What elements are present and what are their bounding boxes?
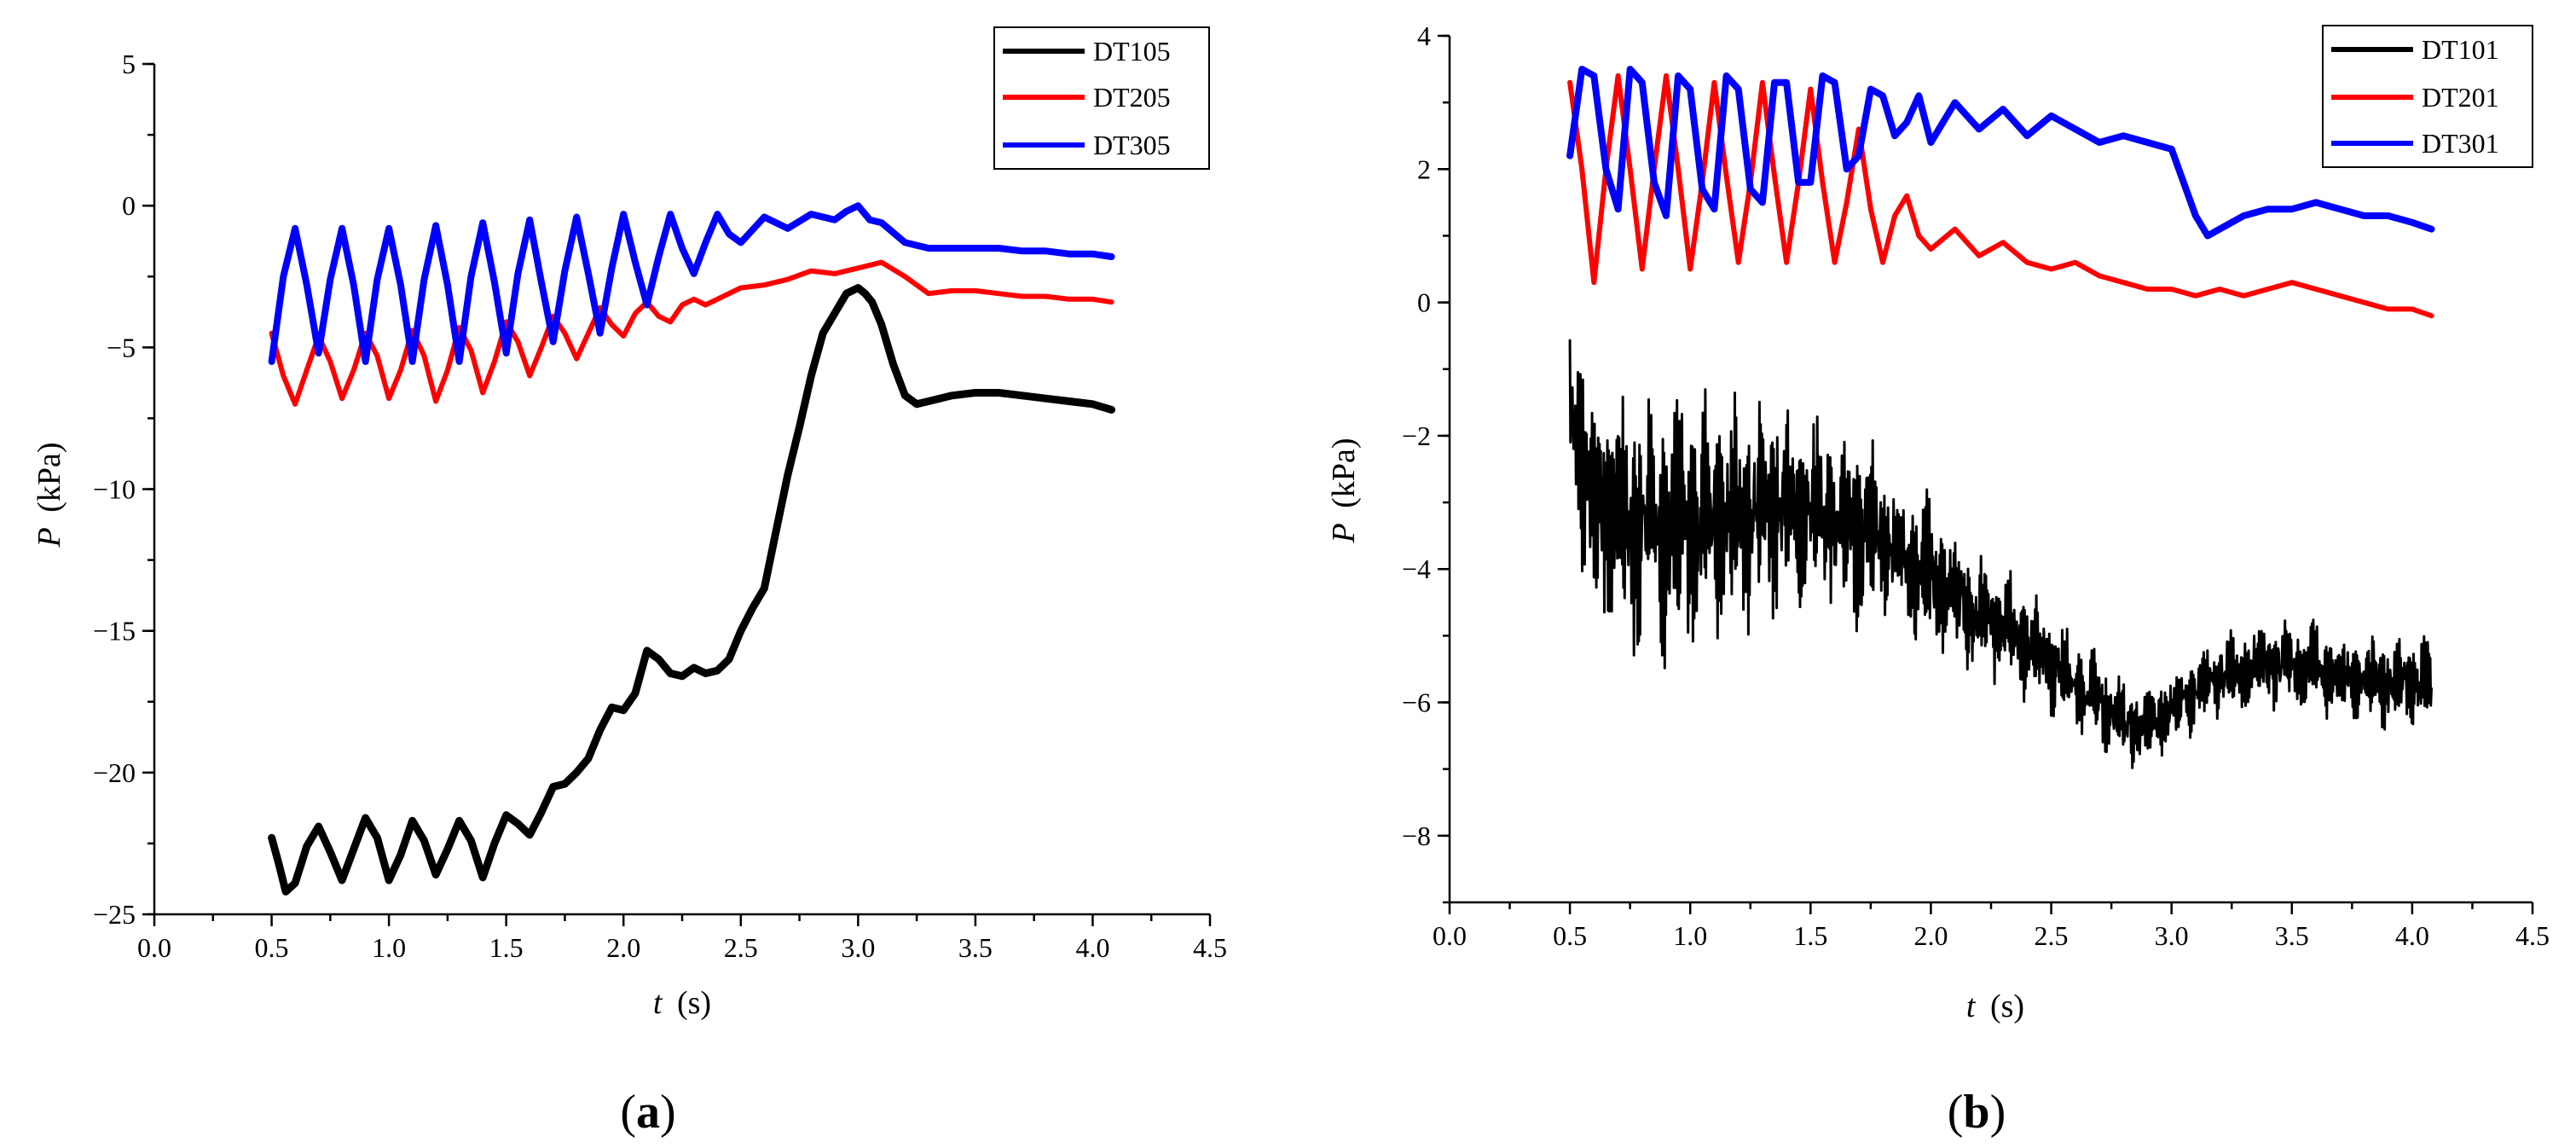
panel-a-y-tick-label: 5: [122, 49, 136, 79]
panel-a-y-tick-label: −15: [93, 616, 136, 646]
panel-b-y-tick-label: 2: [1417, 154, 1431, 184]
panel-b-legend-label-2: DT301: [2422, 128, 2499, 159]
panel-b-y-title: P (kPa): [1326, 438, 1362, 543]
panel-a-y-tick-label: −10: [93, 474, 136, 505]
panel-a-legend-label-1: DT205: [1093, 82, 1171, 113]
panel-a-x-tick-label: 3.5: [958, 932, 993, 963]
svg-text:t (s): t (s): [1966, 989, 2024, 1024]
panel-b-x-tick-label: 3.0: [2155, 920, 2189, 951]
panel-a-ylabel-unit: (kPa): [32, 442, 67, 512]
panel-a-x-tick-label: 2.0: [606, 932, 640, 963]
panel-a-xlabel-unit: (s): [677, 985, 711, 1021]
panel-a-x-tick-label: 1.0: [372, 932, 406, 963]
panel-a-legend: DT105 DT205 DT305: [993, 26, 1210, 170]
panel-a-y-tick-label: 0: [122, 190, 136, 221]
panel-a-legend-label-2: DT305: [1093, 130, 1171, 160]
panel-a-x-tick-label: 0.5: [255, 932, 289, 963]
panel-a-label: (a): [620, 1086, 675, 1139]
chart-panel-a: 0.0 0.5 1.0 1.5 2.0 2.5 3.0 3.5 4.0 4.5 5 0 −5 −10 −15…: [32, 26, 1227, 1139]
panel-a-ticks: 0.0 0.5 1.0 1.5 2.0 2.5 3.0 3.5 4.0 4.5 5 0 −5 −10 −15…: [93, 49, 1227, 963]
panel-b-x-tick-label: 2.0: [1913, 920, 1948, 951]
panel-b-ylabel: P: [1326, 523, 1362, 543]
panel-b-y-tick-label: 0: [1417, 287, 1431, 318]
panel-b-ylabel-unit: (kPa): [1326, 438, 1362, 507]
panel-b-x-tick-label: 4.5: [2515, 920, 2550, 951]
panel-b-y-tick-label: −4: [1402, 554, 1431, 584]
panel-a-y-tick-label: −25: [93, 899, 136, 930]
chart-panel-b: 0.0 0.5 1.0 1.5 2.0 2.5 3.0 3.5 4.0 4.5 4 2 0 −2 −4 −6 −…: [1326, 20, 2550, 1139]
panel-a-y-tick-label: −20: [93, 757, 136, 788]
panel-a-x-tick-label: 3.0: [841, 932, 875, 963]
panel-b-y-tick-label: −6: [1402, 687, 1431, 718]
svg-text:P (kPa): P (kPa): [32, 442, 67, 548]
panel-b-legend: DT101 DT201 DT301: [2322, 25, 2533, 168]
panel-a-ylabel: P: [32, 527, 67, 548]
panel-a-series: [268, 202, 1115, 896]
panel-b-ticks: 0.0 0.5 1.0 1.5 2.0 2.5 3.0 3.5 4.0 4.5 4 2 0 −2 −4 −6 −…: [1402, 20, 2550, 951]
panel-b-xlabel-unit: (s): [1990, 989, 2024, 1024]
panel-a-x-title: t (s): [653, 985, 711, 1021]
panel-b-y-tick-label: −8: [1402, 820, 1431, 851]
panel-a-y-tick-label: −5: [107, 332, 136, 362]
panel-b-y-tick-label: −2: [1402, 420, 1431, 451]
panel-a-legend-label-0: DT105: [1093, 36, 1171, 67]
panel-a-series-dt105: [268, 284, 1115, 896]
panel-a-x-tick-label: 0.0: [137, 932, 171, 963]
panel-a-series-dt305: [268, 202, 1115, 365]
panel-b-x-tick-label: 4.0: [2395, 920, 2429, 951]
panel-a-xlabel: t: [653, 985, 663, 1021]
panel-b-x-tick-label: 2.5: [2035, 920, 2069, 951]
panel-a-x-tick-label: 4.0: [1075, 932, 1109, 963]
panel-b-legend-label-0: DT101: [2422, 34, 2499, 65]
panel-b-x-tick-label: 1.0: [1673, 920, 1707, 951]
panel-b-x-tick-label: 0.0: [1433, 920, 1467, 951]
svg-text:P (kPa): P (kPa): [1326, 438, 1362, 543]
panel-a-x-tick-label: 2.5: [724, 932, 758, 963]
panel-b-y-tick-label: 4: [1417, 20, 1431, 51]
panel-b-x-tick-label: 0.5: [1553, 920, 1587, 951]
panel-a-x-tick-label: 4.5: [1193, 932, 1227, 963]
panel-b-series-dt301: [1566, 66, 2435, 240]
panel-b-series-dt101: [1568, 339, 2433, 769]
panel-b-xlabel: t: [1966, 989, 1977, 1024]
svg-text:t (s): t (s): [653, 985, 711, 1021]
panel-a-x-tick-label: 1.5: [489, 932, 524, 963]
panel-b-legend-label-1: DT201: [2422, 82, 2499, 113]
panel-a-y-title: P (kPa): [32, 442, 67, 548]
panel-b-label: (b): [1948, 1086, 2006, 1139]
panel-b-x-title: t (s): [1966, 989, 2024, 1024]
panel-b-x-tick-label: 1.5: [1793, 920, 1827, 951]
panel-b-x-tick-label: 3.5: [2275, 920, 2309, 951]
panel-b-series: [1566, 66, 2435, 769]
